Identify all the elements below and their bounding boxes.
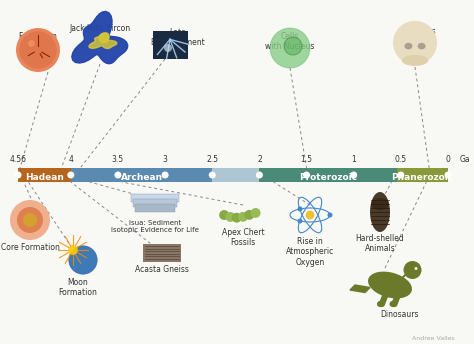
Circle shape <box>68 245 78 255</box>
Text: 0: 0 <box>446 155 450 164</box>
Circle shape <box>19 31 57 69</box>
Circle shape <box>270 28 310 68</box>
Ellipse shape <box>402 55 428 66</box>
Circle shape <box>23 213 37 227</box>
Circle shape <box>445 172 452 179</box>
Circle shape <box>328 213 332 217</box>
Circle shape <box>219 210 229 220</box>
Circle shape <box>238 212 248 222</box>
Circle shape <box>10 200 50 240</box>
Circle shape <box>114 172 121 179</box>
Circle shape <box>414 267 418 270</box>
Circle shape <box>245 210 254 220</box>
Text: Ga: Ga <box>460 155 471 164</box>
Bar <box>71 168 212 182</box>
Circle shape <box>303 172 310 179</box>
Bar <box>397 168 448 182</box>
Circle shape <box>306 211 314 219</box>
Circle shape <box>298 218 302 224</box>
Text: Jack Hills Zircon: Jack Hills Zircon <box>69 24 130 33</box>
Ellipse shape <box>371 198 389 210</box>
Text: 4.56: 4.56 <box>9 155 27 164</box>
Text: Apex Chert
Fossils: Apex Chert Fossils <box>222 228 264 247</box>
Ellipse shape <box>418 43 426 50</box>
Text: Formation
of Earth: Formation of Earth <box>18 32 57 51</box>
Bar <box>143 244 181 262</box>
Circle shape <box>393 21 437 65</box>
Circle shape <box>16 28 60 72</box>
Circle shape <box>164 44 172 52</box>
Circle shape <box>226 212 236 222</box>
Text: Dinosaurs: Dinosaurs <box>381 310 419 319</box>
Bar <box>18 168 71 182</box>
Text: Proterozoic: Proterozoic <box>299 173 357 183</box>
Bar <box>135 204 175 212</box>
Text: Humans: Humans <box>404 27 436 36</box>
Circle shape <box>69 246 97 274</box>
Circle shape <box>251 208 261 218</box>
Polygon shape <box>400 269 411 280</box>
Circle shape <box>17 207 43 233</box>
Text: Phanerozoic: Phanerozoic <box>392 173 454 183</box>
Polygon shape <box>89 33 117 49</box>
Text: Rise in
Atmospheric
Oxygen: Rise in Atmospheric Oxygen <box>286 237 334 267</box>
Bar <box>259 168 397 182</box>
Circle shape <box>209 172 216 179</box>
Polygon shape <box>350 285 370 292</box>
Circle shape <box>403 261 421 279</box>
Text: 0.5: 0.5 <box>395 155 407 164</box>
Circle shape <box>67 172 74 179</box>
Ellipse shape <box>368 272 412 298</box>
Text: 2: 2 <box>257 155 262 164</box>
Text: 2.5: 2.5 <box>206 155 218 164</box>
Ellipse shape <box>370 192 390 232</box>
Polygon shape <box>72 11 128 64</box>
Circle shape <box>232 213 242 223</box>
Circle shape <box>28 40 35 47</box>
Text: 3.5: 3.5 <box>112 155 124 164</box>
Text: 3: 3 <box>163 155 167 164</box>
Text: Core Formation: Core Formation <box>0 243 59 252</box>
Ellipse shape <box>404 43 412 50</box>
Circle shape <box>350 172 357 179</box>
Text: Cells
with Nucleus: Cells with Nucleus <box>265 32 315 51</box>
Text: 4: 4 <box>68 155 73 164</box>
Text: 1: 1 <box>351 155 356 164</box>
Bar <box>212 168 259 182</box>
Text: Acasta Gneiss: Acasta Gneiss <box>135 265 189 274</box>
Text: Andree Valles: Andree Valles <box>412 336 455 341</box>
Circle shape <box>69 246 97 274</box>
Text: Isua: Sediment
Isotopic Evidence for Life: Isua: Sediment Isotopic Evidence for Lif… <box>111 220 199 233</box>
Circle shape <box>270 28 310 68</box>
Circle shape <box>256 172 263 179</box>
Bar <box>133 199 177 207</box>
Circle shape <box>284 37 302 55</box>
Text: Late
Bombardment: Late Bombardment <box>151 28 205 47</box>
Text: 1.5: 1.5 <box>301 155 312 164</box>
Circle shape <box>162 172 169 179</box>
Circle shape <box>15 172 21 179</box>
Bar <box>153 31 188 59</box>
Text: Moon
Formation: Moon Formation <box>59 278 98 298</box>
Circle shape <box>99 32 109 43</box>
Circle shape <box>298 206 302 212</box>
Bar <box>131 194 179 202</box>
Circle shape <box>397 172 404 179</box>
Text: Hard-shelled
Animals: Hard-shelled Animals <box>356 234 404 254</box>
Text: Archean: Archean <box>120 173 163 183</box>
Text: Hadean: Hadean <box>25 173 64 183</box>
